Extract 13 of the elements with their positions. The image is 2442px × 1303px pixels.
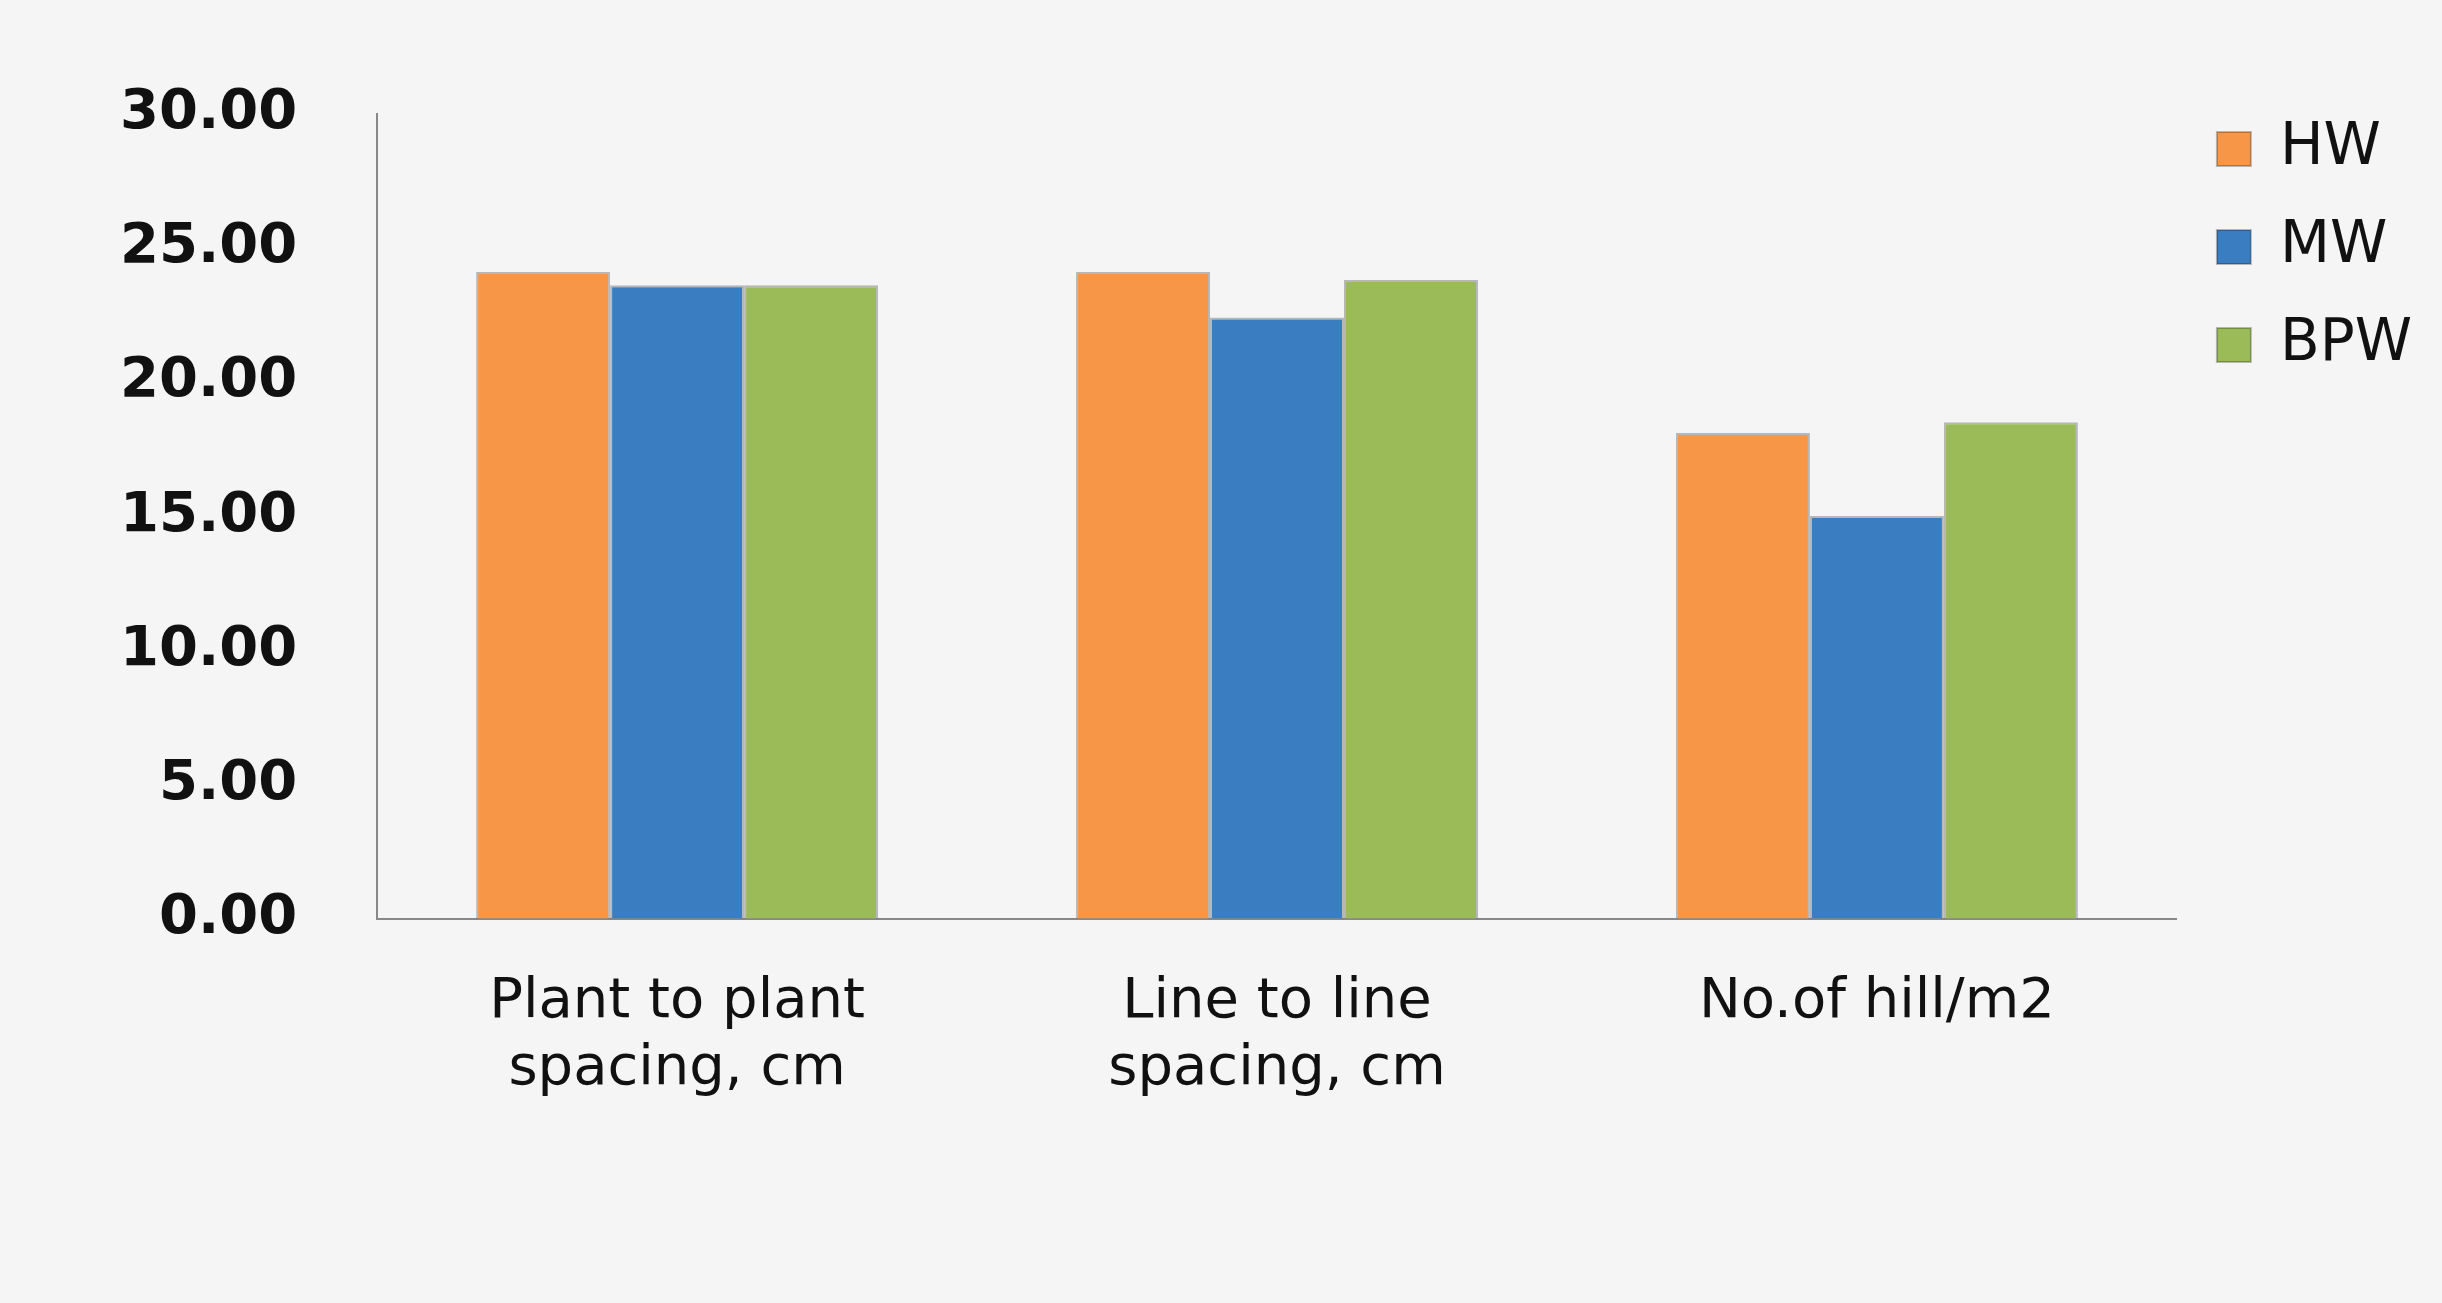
legend-label: MW: [2279, 208, 2388, 277]
y-tick-label: 25.00: [119, 210, 298, 276]
y-tick-label: 15.00: [119, 478, 298, 544]
legend-label: HW: [2279, 110, 2381, 179]
y-tick-label: 10.00: [119, 612, 298, 678]
x-tick-label: Plant to plant spacing, cm: [489, 964, 865, 1097]
legend-label: BPW: [2279, 306, 2413, 375]
x-tick-label: Line to line spacing, cm: [1108, 964, 1446, 1097]
x-tick-label: No.of hill/m2: [1698, 964, 2055, 1030]
y-tick-label: 5.00: [158, 746, 298, 812]
y-tick-label: 20.00: [119, 344, 298, 410]
y-tick-label: 0.00: [158, 881, 298, 947]
y-tick-label: 30.00: [119, 76, 298, 142]
